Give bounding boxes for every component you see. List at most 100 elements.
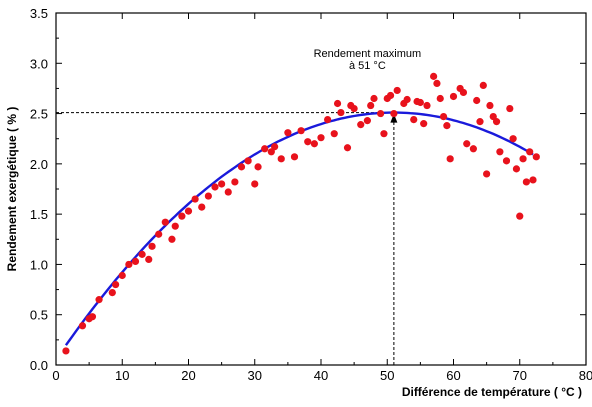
x-tick-label: 30 <box>248 368 262 383</box>
data-point <box>343 144 352 152</box>
data-point <box>433 79 441 87</box>
data-point <box>118 271 126 280</box>
data-point <box>145 255 153 263</box>
data-point <box>403 95 411 104</box>
data-point <box>198 203 206 211</box>
data-point <box>211 183 219 191</box>
data-point <box>108 288 116 297</box>
x-axis-label: Différence de température ( °C ) <box>402 385 582 399</box>
data-point <box>218 180 226 188</box>
data-point <box>479 81 487 90</box>
data-point <box>420 120 428 128</box>
data-point <box>155 230 163 238</box>
data-point <box>416 98 424 107</box>
data-point <box>251 180 259 188</box>
data-point <box>512 165 521 173</box>
y-tick-label: 1.0 <box>30 257 48 272</box>
y-tick-labels: 0.0 0.5 1.0 1.5 2.0 2.5 3.0 3.5 <box>30 6 48 373</box>
x-tick-label: 40 <box>314 368 328 383</box>
annotation-line: Rendement maximum <box>314 48 422 60</box>
data-point <box>436 94 444 103</box>
data-point <box>171 222 179 230</box>
data-point <box>333 99 342 108</box>
data-point <box>367 101 375 110</box>
data-point <box>509 135 517 143</box>
x-tick-label: 0 <box>52 368 59 383</box>
data-point <box>423 101 431 110</box>
x-tick-label: 10 <box>115 368 129 383</box>
y-tick-label: 1.5 <box>30 207 48 222</box>
data-point <box>486 101 494 110</box>
data-point <box>254 163 262 171</box>
data-point <box>324 116 332 124</box>
y-tick-label: 3.0 <box>30 56 48 71</box>
data-point <box>62 347 70 355</box>
data-point <box>204 192 212 200</box>
data-point <box>261 145 269 153</box>
data-point <box>125 260 133 269</box>
data-point <box>469 145 477 153</box>
data-point <box>184 207 193 215</box>
data-point <box>284 129 292 137</box>
data-point <box>446 155 454 163</box>
data-point <box>131 257 140 266</box>
data-point <box>224 188 232 196</box>
data-point <box>191 195 199 203</box>
data-point <box>496 148 504 156</box>
y-axis-label: Rendement exergétique ( % ) <box>5 107 19 272</box>
data-point <box>473 96 481 105</box>
x-tick-label: 50 <box>380 368 394 383</box>
data-point <box>95 296 103 304</box>
data-point <box>483 170 491 178</box>
y-tick-label: 2.0 <box>30 157 48 172</box>
data-point <box>522 178 530 186</box>
data-point <box>449 92 458 101</box>
data-point <box>161 218 169 226</box>
plot-frame <box>55 12 587 366</box>
data-point <box>410 116 418 124</box>
data-point <box>337 108 345 117</box>
data-point <box>492 118 501 126</box>
data-points <box>62 72 540 355</box>
data-point <box>357 121 365 129</box>
data-point <box>310 140 318 148</box>
y-tick-label: 2.5 <box>30 107 48 122</box>
data-point <box>88 313 97 321</box>
data-point <box>138 250 146 258</box>
data-point <box>377 109 385 118</box>
data-point <box>350 104 358 113</box>
y-tick-label: 0.0 <box>30 358 48 373</box>
data-point <box>386 91 395 100</box>
y-tick-label: 3.5 <box>30 6 48 21</box>
data-point <box>516 212 524 220</box>
fit-curve <box>64 111 534 346</box>
data-point <box>443 122 451 130</box>
data-point <box>290 153 299 161</box>
data-point <box>519 155 527 163</box>
data-point <box>532 153 540 161</box>
data-point <box>463 140 471 148</box>
data-point <box>78 322 87 330</box>
data-point <box>363 117 371 125</box>
data-point <box>271 143 279 151</box>
data-point <box>304 138 312 146</box>
data-point <box>439 112 448 121</box>
data-point <box>297 127 305 135</box>
data-point <box>112 280 120 289</box>
data-point <box>380 130 388 138</box>
data-point <box>244 157 252 165</box>
x-tick-label: 80 <box>579 368 592 383</box>
x-tick-label: 70 <box>513 368 527 383</box>
data-point <box>237 163 246 171</box>
data-point <box>148 242 156 250</box>
axis-ticks <box>55 12 587 366</box>
data-point <box>476 118 484 126</box>
data-point <box>390 109 398 118</box>
data-point <box>430 72 438 80</box>
x-tick-label: 60 <box>446 368 460 383</box>
x-tick-label: 20 <box>181 368 195 383</box>
data-point <box>529 176 537 184</box>
y-tick-label: 0.5 <box>30 308 48 323</box>
